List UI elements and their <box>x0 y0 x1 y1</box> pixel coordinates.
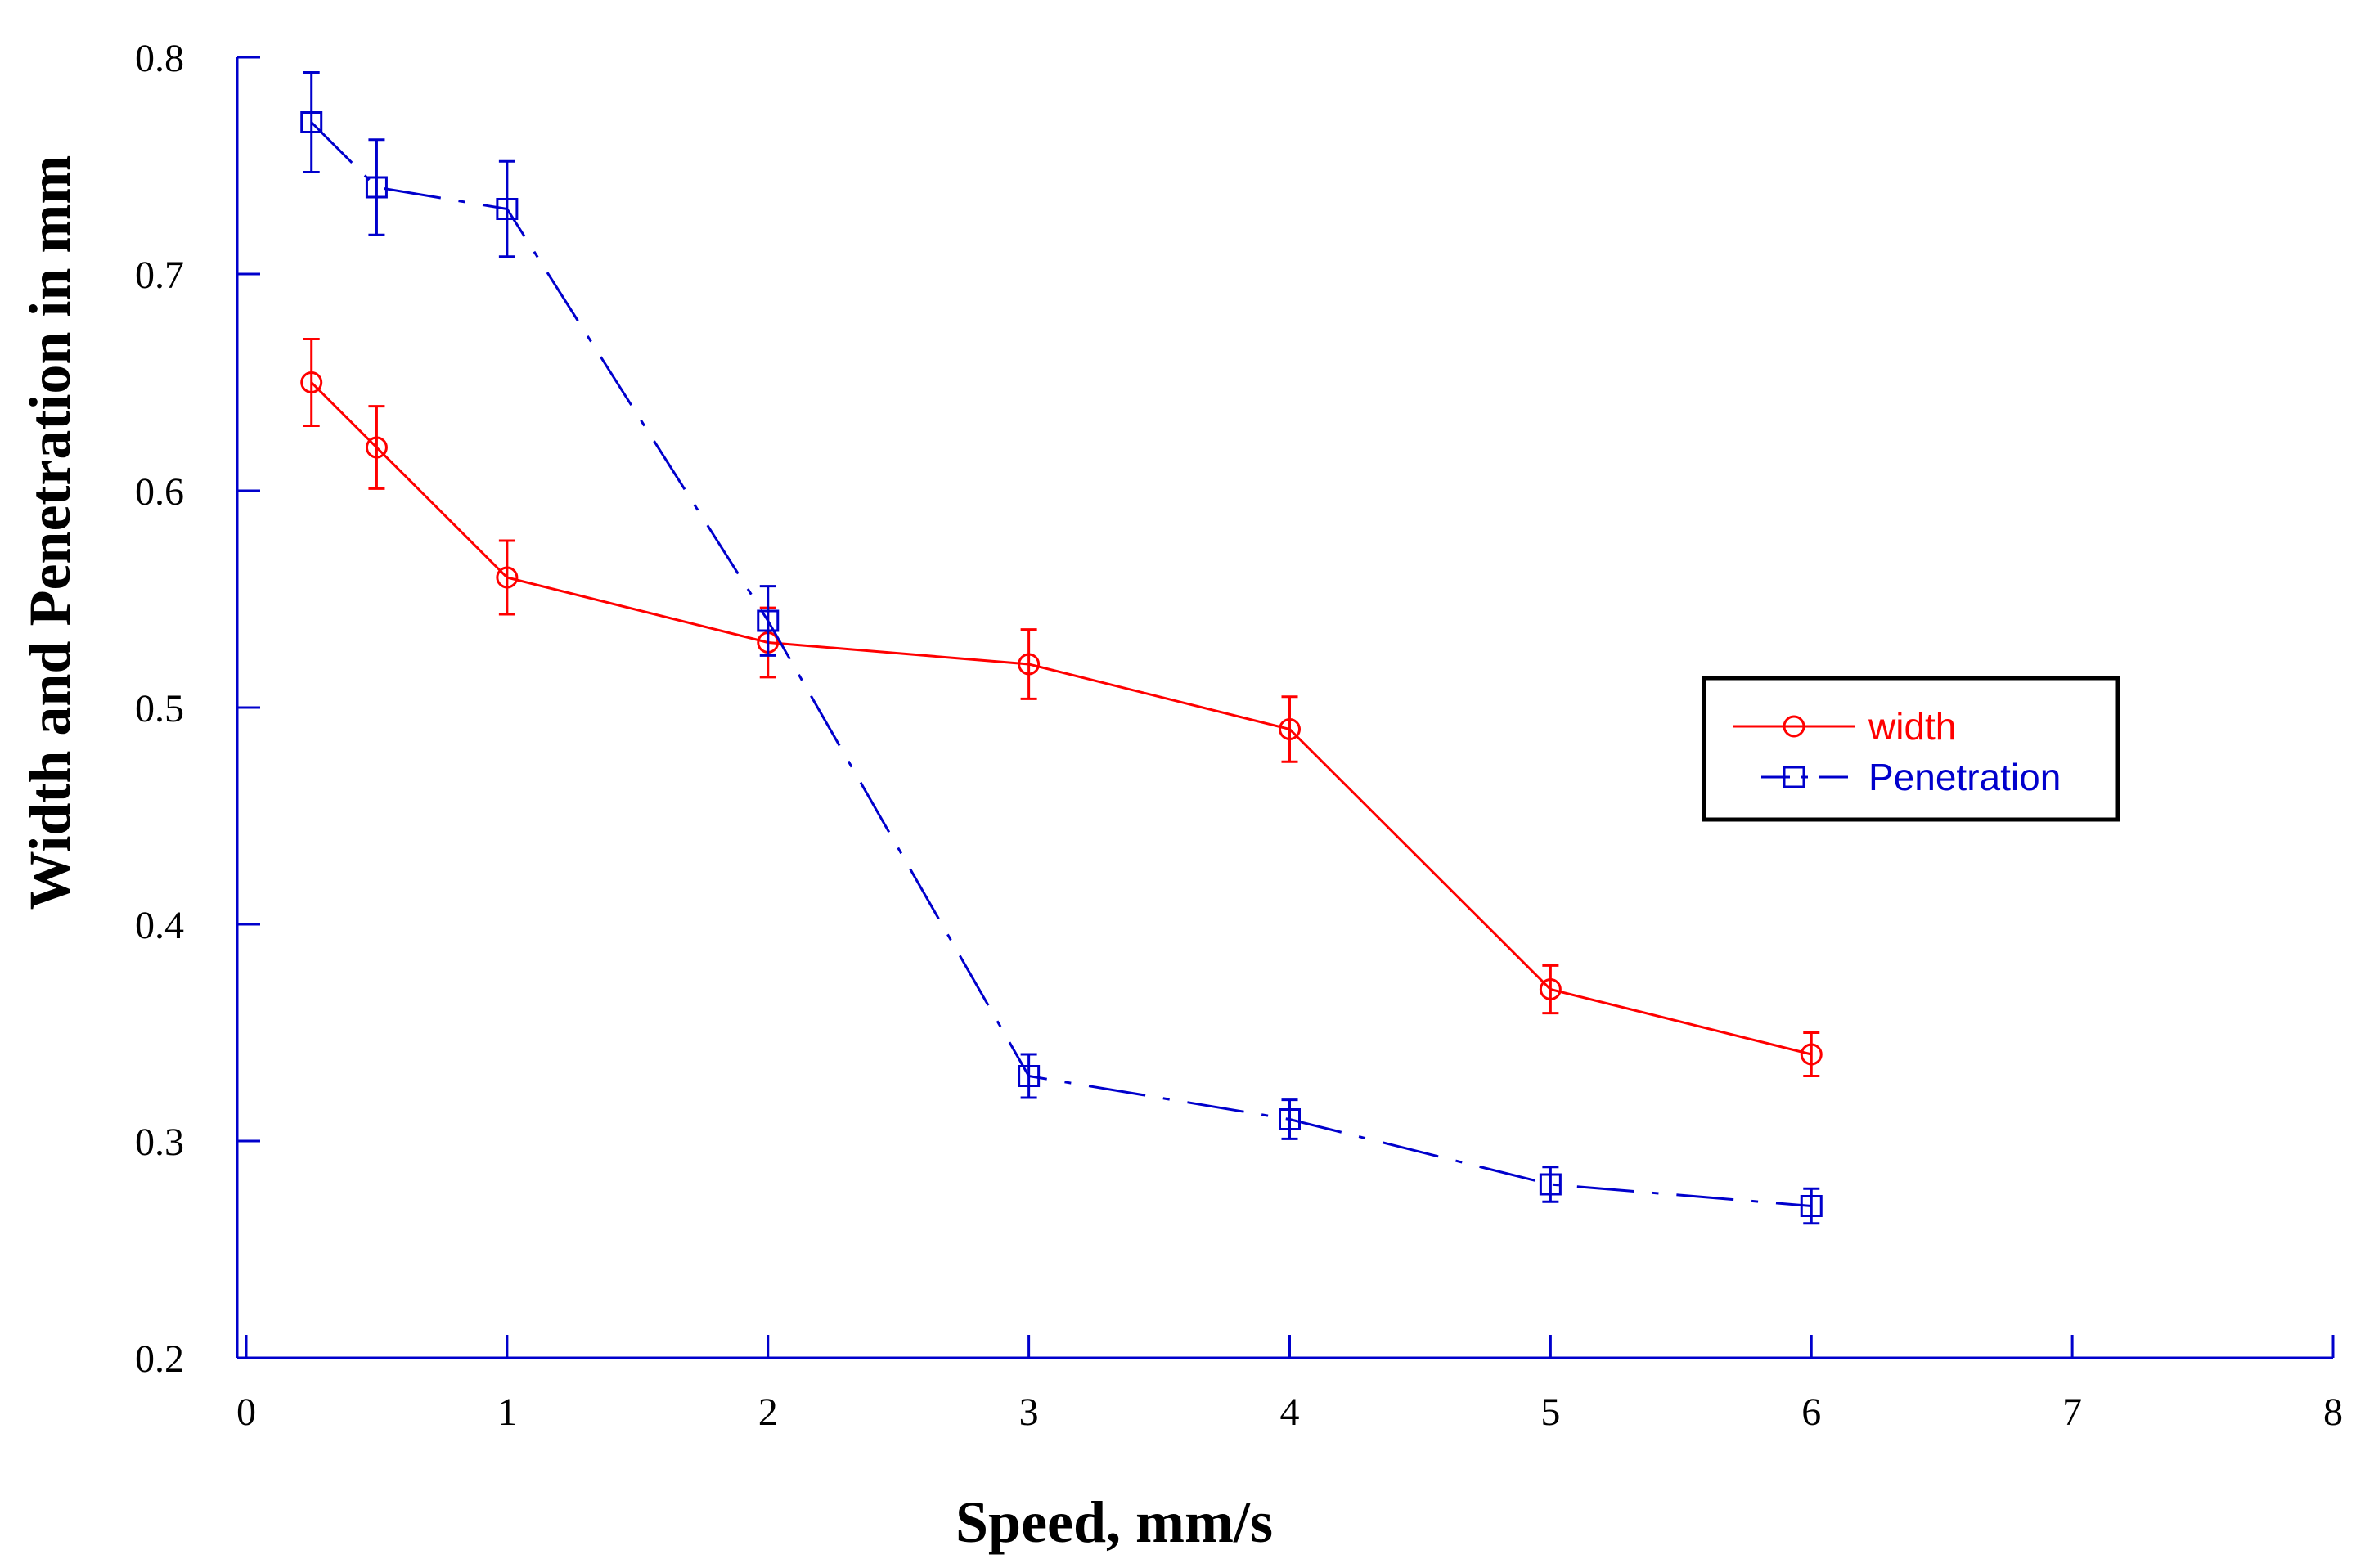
y-tick-label: 0.7 <box>135 254 184 297</box>
y-tick-label: 0.6 <box>135 470 184 514</box>
legend-box <box>1702 676 2120 822</box>
x-tick-label: 1 <box>497 1391 517 1434</box>
x-tick-label: 6 <box>1801 1391 1821 1434</box>
x-tick-label: 7 <box>2062 1391 2082 1434</box>
y-axis-title: Width and Penetration in mm <box>17 155 83 910</box>
legend-marker <box>1783 766 1805 788</box>
data-point-penetration <box>1800 1195 1823 1217</box>
series-line-width <box>310 381 1812 1056</box>
data-point-penetration <box>496 198 519 220</box>
x-tick-label: 3 <box>1019 1391 1039 1434</box>
data-point-width <box>496 566 519 589</box>
data-point-penetration <box>1018 1065 1041 1087</box>
data-point-penetration <box>1279 1108 1301 1130</box>
data-point-width <box>1800 1043 1823 1066</box>
x-axis-title: Speed, mm/s <box>955 1489 1273 1555</box>
y-tick-label: 0.8 <box>135 37 184 80</box>
data-point-width <box>1279 718 1301 740</box>
legend-label: Penetration <box>1868 756 2061 798</box>
x-tick-label: 0 <box>236 1391 256 1434</box>
data-point-width <box>300 371 323 393</box>
data-point-penetration <box>757 609 780 632</box>
data-point-penetration <box>365 176 388 199</box>
series-line-penetration <box>310 121 1812 1207</box>
series-width <box>300 338 1823 1077</box>
data-point-penetration <box>300 111 323 133</box>
legend-item-penetration: Penetration <box>1761 756 2061 798</box>
x-tick-label: 8 <box>2323 1391 2343 1434</box>
x-tick-label: 2 <box>758 1391 778 1434</box>
series-penetration <box>300 71 1823 1225</box>
y-tick-label: 0.4 <box>135 904 184 947</box>
y-tick-label: 0.5 <box>135 687 184 730</box>
legend-items: width Penetration <box>1733 705 2061 798</box>
y-tick-label: 0.3 <box>135 1121 184 1164</box>
y-tick-label: 0.2 <box>135 1337 184 1381</box>
data-point-width <box>365 436 388 459</box>
data-point-width <box>1539 978 1562 1000</box>
axes: 0 1 2 3 4 5 6 7 8 0.2 0.3 0.4 0.5 0.6 0.7 0.8 <box>135 37 2343 1434</box>
legend-item-width: width <box>1733 705 1956 748</box>
legend: width Penetration <box>1702 676 2120 822</box>
data-point-penetration <box>1539 1173 1562 1196</box>
x-tick-label: 4 <box>1280 1391 1300 1434</box>
x-tick-label: 5 <box>1540 1391 1560 1434</box>
legend-label: width <box>1868 705 1956 748</box>
data-point-width <box>1018 653 1041 676</box>
legend-marker <box>1783 715 1805 738</box>
plot-area <box>300 71 1823 1225</box>
